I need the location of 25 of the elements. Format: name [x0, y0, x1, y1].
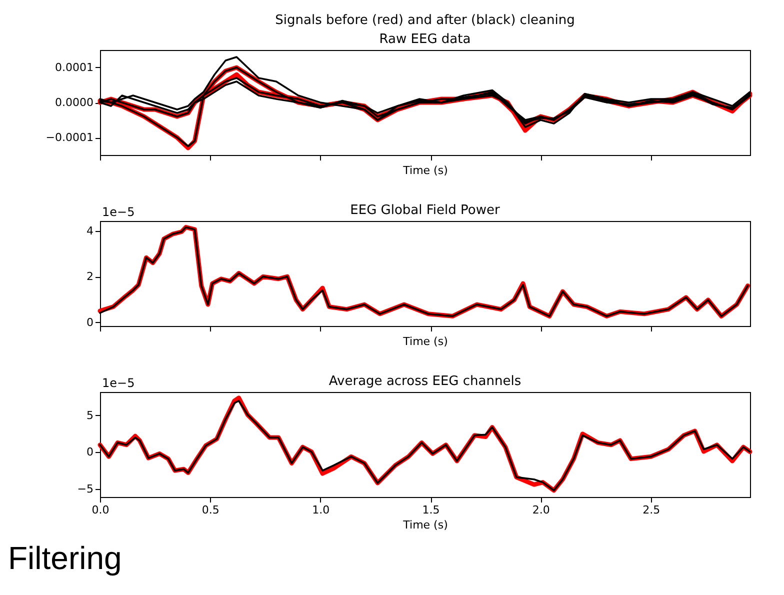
x-tick-label: 1.0 — [312, 504, 330, 516]
y-tick-label: 0 — [86, 316, 94, 329]
y-tick-label: 2 — [86, 270, 94, 284]
text: 1e−5 — [102, 376, 135, 390]
x-tick-label: 0.5 — [202, 504, 220, 516]
chart-title: EEG Global Field Power — [350, 203, 500, 218]
x-tick-label: 2.0 — [532, 504, 550, 516]
chart-title: Signals before (red) and after (black) cleaning — [275, 13, 575, 28]
x-axis-title: Time (s) — [402, 335, 448, 348]
text: Filtering — [8, 539, 123, 577]
chart-subtitle: Raw EEG data — [379, 32, 471, 47]
y-tick-label: −5 — [77, 482, 94, 496]
text: 1e−5 — [102, 205, 135, 219]
x-tick-label: 2.5 — [642, 504, 660, 516]
x-tick-label: 0.0 — [92, 504, 110, 516]
y-tick-label: 0 — [86, 446, 94, 459]
y-tick-label: 4 — [86, 224, 94, 238]
x-axis-title: Time (s) — [402, 164, 448, 177]
chart-title: Average across EEG channels — [328, 374, 522, 389]
y-tick-label: 0.0000 — [55, 96, 94, 109]
x-tick-label: 1.5 — [422, 504, 440, 516]
x-axis-title: Time (s) — [402, 518, 448, 532]
y-tick-label: 5 — [86, 408, 94, 422]
y-tick-label: 0.0001 — [55, 61, 94, 74]
y-tick-label: −0.0001 — [46, 131, 94, 144]
